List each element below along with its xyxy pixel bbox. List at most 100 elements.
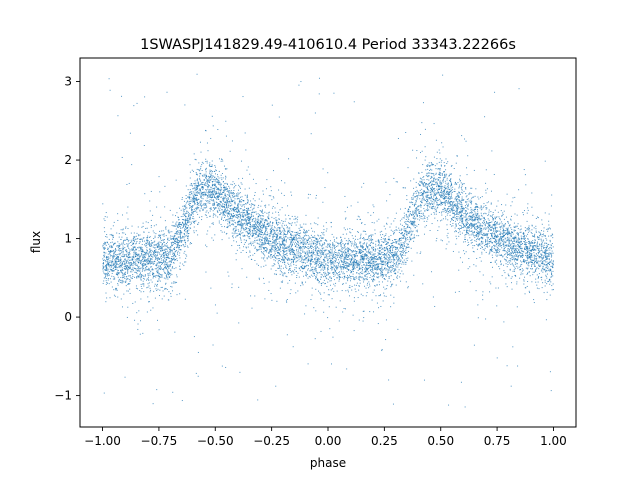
data-point [506, 245, 508, 247]
data-point [283, 248, 285, 250]
data-point [140, 277, 142, 279]
data-point [507, 240, 509, 242]
data-point [217, 188, 219, 190]
data-point [381, 248, 383, 250]
data-point [190, 196, 192, 198]
data-point [153, 273, 155, 275]
data-point [170, 272, 172, 274]
data-point [274, 243, 276, 245]
data-point [245, 149, 247, 151]
data-point [494, 227, 496, 229]
data-point [526, 260, 528, 262]
data-point [247, 216, 249, 218]
data-point [233, 200, 235, 202]
data-point [444, 165, 446, 167]
data-point [264, 243, 266, 245]
data-point [183, 224, 185, 226]
data-point [471, 187, 473, 189]
data-point [358, 250, 360, 252]
data-point [422, 218, 424, 220]
data-point [438, 199, 440, 201]
data-point [258, 238, 260, 240]
data-point [223, 206, 225, 208]
data-point [528, 227, 530, 229]
data-point [311, 241, 313, 243]
data-point [519, 250, 521, 252]
data-point [107, 273, 109, 275]
data-point [464, 211, 466, 213]
data-point [333, 254, 335, 256]
data-point [199, 193, 201, 195]
data-point [119, 267, 121, 269]
data-point [453, 219, 454, 221]
data-point [260, 245, 262, 247]
data-point [415, 211, 417, 213]
data-point [384, 268, 386, 270]
data-point [532, 240, 534, 242]
data-point [477, 236, 479, 238]
data-point [498, 223, 500, 225]
data-point [400, 250, 402, 252]
data-point [461, 220, 462, 222]
data-point [279, 230, 281, 232]
data-point [149, 254, 151, 256]
data-point [311, 268, 313, 270]
data-point [395, 266, 397, 268]
data-point [256, 218, 258, 220]
data-point [463, 241, 465, 243]
data-point [548, 258, 550, 260]
data-point [299, 233, 301, 235]
data-point [305, 214, 307, 216]
data-point [126, 250, 128, 252]
data-point [415, 230, 417, 232]
data-point [547, 255, 549, 257]
data-point [475, 214, 477, 216]
data-point [362, 295, 364, 297]
data-point [122, 250, 124, 252]
data-point [256, 263, 258, 265]
data-point [405, 258, 407, 260]
data-point [320, 235, 322, 237]
data-point [536, 242, 538, 244]
data-point [111, 265, 113, 267]
data-point [164, 261, 166, 263]
data-point [260, 266, 262, 268]
data-point [168, 251, 170, 253]
data-point [133, 232, 135, 234]
data-point [155, 254, 157, 256]
data-point [495, 232, 497, 234]
data-point [202, 191, 204, 193]
data-point [458, 186, 460, 188]
data-point [443, 198, 445, 199]
data-point [507, 245, 509, 247]
data-point [251, 226, 253, 228]
data-point [142, 280, 144, 282]
data-point [449, 221, 451, 223]
data-point [344, 264, 346, 266]
data-point [485, 189, 487, 191]
data-point [280, 265, 282, 267]
data-point [261, 209, 263, 211]
data-point [194, 202, 196, 204]
data-point [366, 255, 367, 257]
data-point [242, 235, 244, 237]
data-point [423, 217, 425, 219]
data-point [307, 256, 309, 258]
data-point [537, 260, 539, 262]
data-point [197, 186, 199, 188]
data-point [244, 188, 246, 190]
data-point [205, 204, 207, 206]
data-point [546, 273, 548, 275]
data-point [344, 211, 346, 213]
data-point [251, 307, 253, 309]
data-point [541, 219, 543, 221]
data-point [148, 243, 150, 245]
data-point [459, 192, 461, 194]
data-point [519, 252, 521, 254]
data-point [180, 232, 182, 234]
data-point [176, 245, 178, 247]
data-point [472, 196, 474, 198]
data-point [266, 212, 268, 214]
data-point [525, 184, 527, 186]
data-point [489, 291, 491, 293]
